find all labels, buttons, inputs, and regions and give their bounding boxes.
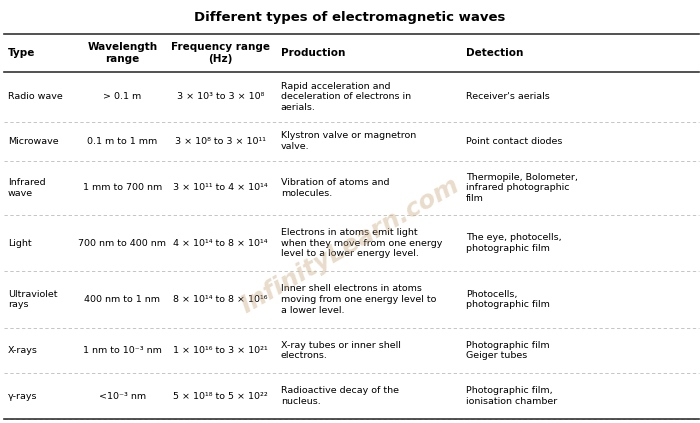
- Text: Detection: Detection: [466, 48, 524, 58]
- Text: Receiver's aerials: Receiver's aerials: [466, 92, 550, 102]
- Text: Photocells,
photographic film: Photocells, photographic film: [466, 290, 550, 309]
- Text: 3 × 10¹¹ to 4 × 10¹⁴: 3 × 10¹¹ to 4 × 10¹⁴: [173, 184, 268, 192]
- Text: Production: Production: [281, 48, 345, 58]
- Text: 8 × 10¹⁴ to 8 × 10¹⁶: 8 × 10¹⁴ to 8 × 10¹⁶: [174, 295, 267, 304]
- Text: 1 mm to 700 nm: 1 mm to 700 nm: [83, 184, 162, 192]
- Text: Thermopile, Bolometer,
infrared photographic
film: Thermopile, Bolometer, infrared photogra…: [466, 173, 578, 203]
- Text: 3 × 10⁸ to 3 × 10¹¹: 3 × 10⁸ to 3 × 10¹¹: [175, 137, 266, 146]
- Text: Infrared
wave: Infrared wave: [8, 178, 46, 198]
- Text: Photographic film,
ionisation chamber: Photographic film, ionisation chamber: [466, 386, 557, 406]
- Text: 1 nm to 10⁻³ nm: 1 nm to 10⁻³ nm: [83, 346, 162, 355]
- Text: Type: Type: [8, 48, 35, 58]
- Text: Frequency range
(Hz): Frequency range (Hz): [171, 42, 270, 64]
- Text: X-rays: X-rays: [8, 346, 38, 355]
- Text: Wavelength
range: Wavelength range: [88, 42, 158, 64]
- Text: Microwave: Microwave: [8, 137, 58, 146]
- Text: Vibration of atoms and
molecules.: Vibration of atoms and molecules.: [281, 178, 389, 198]
- Text: Ultraviolet
rays: Ultraviolet rays: [8, 290, 57, 309]
- Text: Different types of electromagnetic waves: Different types of electromagnetic waves: [195, 11, 505, 24]
- Text: 0.1 m to 1 mm: 0.1 m to 1 mm: [88, 137, 158, 146]
- Text: Radio wave: Radio wave: [8, 92, 62, 102]
- Text: <10⁻³ nm: <10⁻³ nm: [99, 392, 146, 401]
- Text: InfinityLearn.com: InfinityLearn.com: [237, 173, 463, 318]
- Text: Photographic film
Geiger tubes: Photographic film Geiger tubes: [466, 341, 550, 360]
- Text: Electrons in atoms emit light
when they move from one energy
level to a lower en: Electrons in atoms emit light when they …: [281, 228, 442, 258]
- Text: 400 nm to 1 nm: 400 nm to 1 nm: [85, 295, 160, 304]
- Text: Inner shell electrons in atoms
moving from one energy level to
a lower level.: Inner shell electrons in atoms moving fr…: [281, 284, 436, 315]
- Text: 1 × 10¹⁶ to 3 × 10²¹: 1 × 10¹⁶ to 3 × 10²¹: [173, 346, 268, 355]
- Text: Light: Light: [8, 239, 32, 248]
- Text: 700 nm to 400 nm: 700 nm to 400 nm: [78, 239, 167, 248]
- Text: The eye, photocells,
photographic film: The eye, photocells, photographic film: [466, 233, 562, 253]
- Text: 5 × 10¹⁸ to 5 × 10²²: 5 × 10¹⁸ to 5 × 10²²: [173, 392, 268, 401]
- Text: 4 × 10¹⁴ to 8 × 10¹⁴: 4 × 10¹⁴ to 8 × 10¹⁴: [174, 239, 267, 248]
- Text: Radioactive decay of the
nucleus.: Radioactive decay of the nucleus.: [281, 386, 399, 406]
- Text: Klystron valve or magnetron
valve.: Klystron valve or magnetron valve.: [281, 132, 416, 151]
- Text: > 0.1 m: > 0.1 m: [104, 92, 141, 102]
- Text: 3 × 10³ to 3 × 10⁸: 3 × 10³ to 3 × 10⁸: [177, 92, 264, 102]
- Text: Rapid acceleration and
deceleration of electrons in
aerials.: Rapid acceleration and deceleration of e…: [281, 82, 411, 112]
- Text: γ-rays: γ-rays: [8, 392, 37, 401]
- Text: Point contact diodes: Point contact diodes: [466, 137, 563, 146]
- Text: X-ray tubes or inner shell
electrons.: X-ray tubes or inner shell electrons.: [281, 341, 400, 360]
